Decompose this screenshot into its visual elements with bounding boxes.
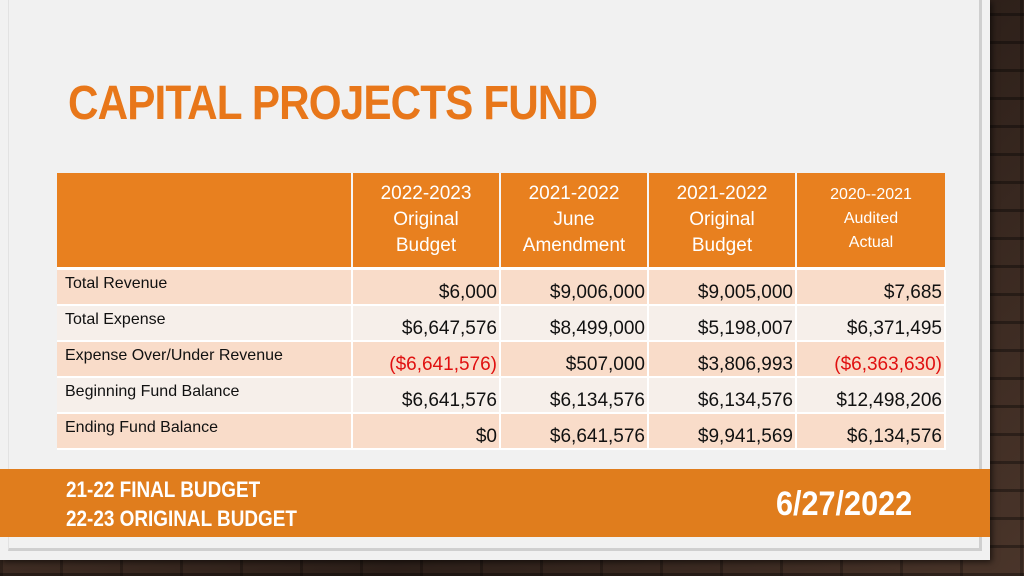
page-title: CAPITAL PROJECTS FUND	[68, 77, 598, 130]
header-line: Original	[393, 209, 459, 230]
header-2021-2022-june-amendment: 2021-2022 June Amendment	[500, 173, 649, 267]
fund-table: 2022-2023 Original Budget 2021-2022 June…	[57, 173, 946, 450]
header-2022-2023-original-budget: 2022-2023 Original Budget	[352, 173, 501, 267]
cell-value: $507,000	[500, 341, 649, 378]
row-label: Total Expense	[57, 305, 353, 342]
cell-value: $6,134,576	[648, 377, 797, 414]
cell-value: $5,198,007	[648, 305, 797, 342]
table-row: Total Revenue $6,000 $9,006,000 $9,005,0…	[57, 270, 946, 306]
header-line: Audited	[843, 210, 899, 227]
cell-value: $3,806,993	[648, 341, 797, 378]
table-row: Beginning Fund Balance $6,641,576 $6,134…	[57, 377, 946, 414]
header-line: Original	[689, 209, 755, 230]
cell-value: $8,499,000	[500, 305, 649, 342]
header-line: Actual	[848, 234, 894, 251]
header-blank-cell	[57, 173, 353, 267]
row-label: Total Revenue	[57, 270, 353, 306]
footer-line-1: 21-22 FINAL BUDGET	[66, 477, 261, 502]
cell-value: $6,134,576	[796, 413, 946, 450]
header-line: 2022-2023	[380, 183, 472, 204]
header-gap	[57, 267, 945, 270]
footer-date: 6/27/2022	[776, 485, 913, 523]
header-2020-2021-audited-actual: 2020--2021 Audited Actual	[796, 173, 945, 267]
header-2021-2022-original-budget: 2021-2022 Original Budget	[648, 173, 797, 267]
cell-value: $6,647,576	[352, 305, 501, 342]
cell-value-negative: ($6,641,576)	[352, 341, 501, 378]
cell-value: $6,371,495	[796, 305, 946, 342]
row-label: Beginning Fund Balance	[57, 377, 353, 414]
header-line: 2020--2021	[830, 186, 912, 203]
cell-value: $0	[352, 413, 501, 450]
header-line: Amendment	[522, 235, 626, 256]
header-line: Budget	[691, 235, 753, 256]
cell-value: $9,006,000	[500, 270, 649, 306]
header-line: Budget	[395, 235, 457, 256]
header-line: 2021-2022	[528, 183, 620, 204]
cell-value: $6,134,576	[500, 377, 649, 414]
footer-bar: 21-22 FINAL BUDGET 22-23 ORIGINAL BUDGET…	[0, 469, 990, 537]
row-label: Expense Over/Under Revenue	[57, 341, 353, 378]
cell-value: $7,685	[796, 270, 946, 306]
slide: CAPITAL PROJECTS FUND 2022-2023 Original…	[0, 0, 990, 560]
cell-value: $12,498,206	[796, 377, 946, 414]
table-row: Ending Fund Balance $0 $6,641,576 $9,941…	[57, 413, 946, 450]
cell-value: $6,000	[352, 270, 501, 306]
cell-value: $6,641,576	[500, 413, 649, 450]
footer-line-2: 22-23 ORIGINAL BUDGET	[66, 506, 297, 531]
table-row: Total Expense $6,647,576 $8,499,000 $5,1…	[57, 305, 946, 342]
row-label: Ending Fund Balance	[57, 413, 353, 450]
table-row: Expense Over/Under Revenue ($6,641,576) …	[57, 341, 946, 378]
footer-caption: 21-22 FINAL BUDGET 22-23 ORIGINAL BUDGET	[66, 475, 297, 533]
table-header-row: 2022-2023 Original Budget 2021-2022 June…	[57, 173, 945, 267]
cell-value: $9,005,000	[648, 270, 797, 306]
header-line: June	[553, 209, 595, 230]
header-line: 2021-2022	[676, 183, 768, 204]
cell-value: $6,641,576	[352, 377, 501, 414]
cell-value-negative: ($6,363,630)	[796, 341, 946, 378]
cell-value: $9,941,569	[648, 413, 797, 450]
